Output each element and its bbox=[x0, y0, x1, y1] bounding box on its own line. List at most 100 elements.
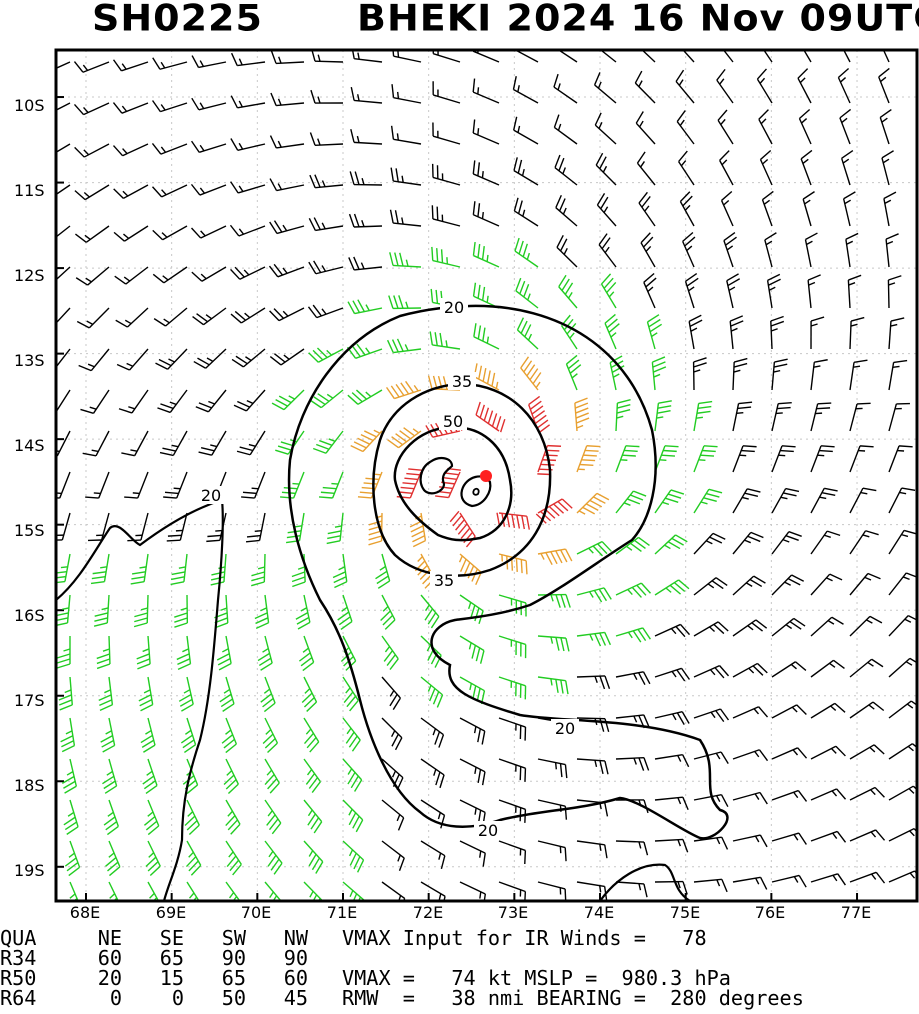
wind-barb bbox=[130, 553, 149, 585]
wind-barb bbox=[599, 50, 617, 63]
wind-barb bbox=[528, 395, 551, 434]
vmax-ir-line: VMAX Input for IR Winds = 78 bbox=[342, 926, 707, 950]
wind-barb bbox=[386, 338, 422, 354]
wind-barb bbox=[693, 794, 729, 808]
wind-barb bbox=[849, 402, 871, 432]
lon-label: 69E bbox=[155, 903, 187, 922]
wind-barb bbox=[191, 225, 227, 239]
table-header-cell: NW bbox=[283, 926, 308, 950]
wind-barb bbox=[303, 840, 324, 874]
wind-barb bbox=[498, 594, 527, 617]
wind-barb bbox=[804, 232, 818, 268]
wind-barb bbox=[391, 84, 422, 104]
wind-barb bbox=[615, 756, 650, 771]
wind-barb bbox=[716, 68, 734, 104]
wind-barb bbox=[381, 676, 402, 711]
wind-barb bbox=[732, 357, 748, 391]
storm-title: BHEKI 2024 16 Nov 09UTC bbox=[357, 0, 919, 39]
wind-barb bbox=[810, 445, 835, 473]
wind-barb bbox=[56, 102, 71, 111]
wind-barb bbox=[56, 225, 71, 238]
wind-barb bbox=[195, 389, 227, 413]
wind-barb bbox=[537, 758, 568, 779]
wind-barb bbox=[151, 143, 188, 155]
wind-barb bbox=[298, 635, 315, 672]
wind-barb bbox=[849, 786, 885, 801]
wind-barb bbox=[595, 152, 617, 186]
wind-barb bbox=[342, 758, 363, 792]
wind-barb bbox=[887, 275, 902, 309]
wind-barb bbox=[308, 347, 344, 363]
wind-barb bbox=[73, 61, 110, 73]
wind-barb bbox=[118, 389, 149, 414]
wind-barb bbox=[420, 758, 445, 789]
plot-frame bbox=[54, 48, 919, 903]
wind-barb bbox=[554, 154, 578, 186]
wind-barb bbox=[576, 445, 601, 473]
wind-barb bbox=[74, 225, 110, 243]
table-cell: 15 bbox=[159, 966, 184, 990]
wind-barb bbox=[80, 389, 110, 414]
wind-barb bbox=[849, 487, 877, 514]
wind-barb bbox=[159, 430, 188, 457]
wind-barb bbox=[732, 706, 769, 719]
wind-barb bbox=[275, 430, 305, 455]
lat-label: 16S bbox=[14, 606, 45, 625]
contour-label: 20 bbox=[201, 486, 221, 505]
wind-barb bbox=[170, 553, 188, 586]
wind-barb bbox=[389, 252, 422, 268]
wind-barb bbox=[800, 149, 813, 186]
radii-row-r50: R50 20 15 65 60 bbox=[0, 968, 308, 988]
table-cell: 60 bbox=[97, 946, 122, 970]
contour-20kt-se bbox=[599, 863, 691, 901]
wind-barb bbox=[682, 50, 695, 63]
wind-barb bbox=[732, 401, 753, 432]
wind-barb bbox=[723, 231, 737, 268]
wind-barb bbox=[732, 575, 766, 596]
wind-barb bbox=[420, 840, 446, 870]
lon-label: 76E bbox=[754, 903, 786, 922]
wind-barb bbox=[64, 840, 81, 877]
table-cell: 65 bbox=[159, 946, 184, 970]
wind-barb bbox=[692, 357, 707, 391]
row-label: R50 bbox=[0, 966, 37, 990]
wind-barb bbox=[153, 307, 188, 327]
wind-barb bbox=[431, 205, 461, 227]
wind-barb bbox=[74, 143, 110, 158]
wind-barb bbox=[231, 348, 266, 368]
wind-barb bbox=[332, 553, 348, 589]
wind-barb bbox=[309, 132, 344, 146]
wind-barb bbox=[810, 830, 847, 843]
wind-barb bbox=[641, 50, 656, 63]
wind-barb bbox=[270, 50, 305, 65]
wind-barb bbox=[802, 191, 815, 227]
wind-barb bbox=[888, 402, 910, 432]
wind-barb bbox=[307, 304, 344, 319]
wind-barb bbox=[576, 587, 612, 603]
wind-barb bbox=[615, 445, 640, 473]
wind-barb bbox=[693, 532, 726, 555]
wind-barb bbox=[350, 429, 383, 453]
wind-barb bbox=[472, 160, 500, 186]
wind-barb bbox=[537, 676, 569, 695]
wind-barb bbox=[609, 355, 625, 391]
radii-row-r64: R64 0 0 50 45 bbox=[0, 988, 308, 1008]
wind-barb bbox=[157, 389, 188, 414]
wind-barb bbox=[771, 445, 796, 473]
wind-barb bbox=[537, 635, 570, 652]
wind-barb bbox=[498, 840, 527, 865]
wind-barb bbox=[56, 143, 71, 154]
contour-20kt-outer bbox=[287, 304, 729, 840]
wind-barb bbox=[56, 471, 71, 499]
wind-barb bbox=[459, 840, 486, 867]
wind-barb bbox=[178, 676, 194, 712]
wind-barb bbox=[849, 359, 868, 391]
wind-barb bbox=[888, 657, 917, 678]
wind-barb bbox=[556, 234, 578, 268]
wind-barb bbox=[351, 50, 383, 63]
wind-barb bbox=[557, 50, 578, 63]
wind-barb bbox=[837, 67, 851, 104]
wind-barb bbox=[303, 799, 323, 834]
wind-barb bbox=[420, 676, 444, 708]
